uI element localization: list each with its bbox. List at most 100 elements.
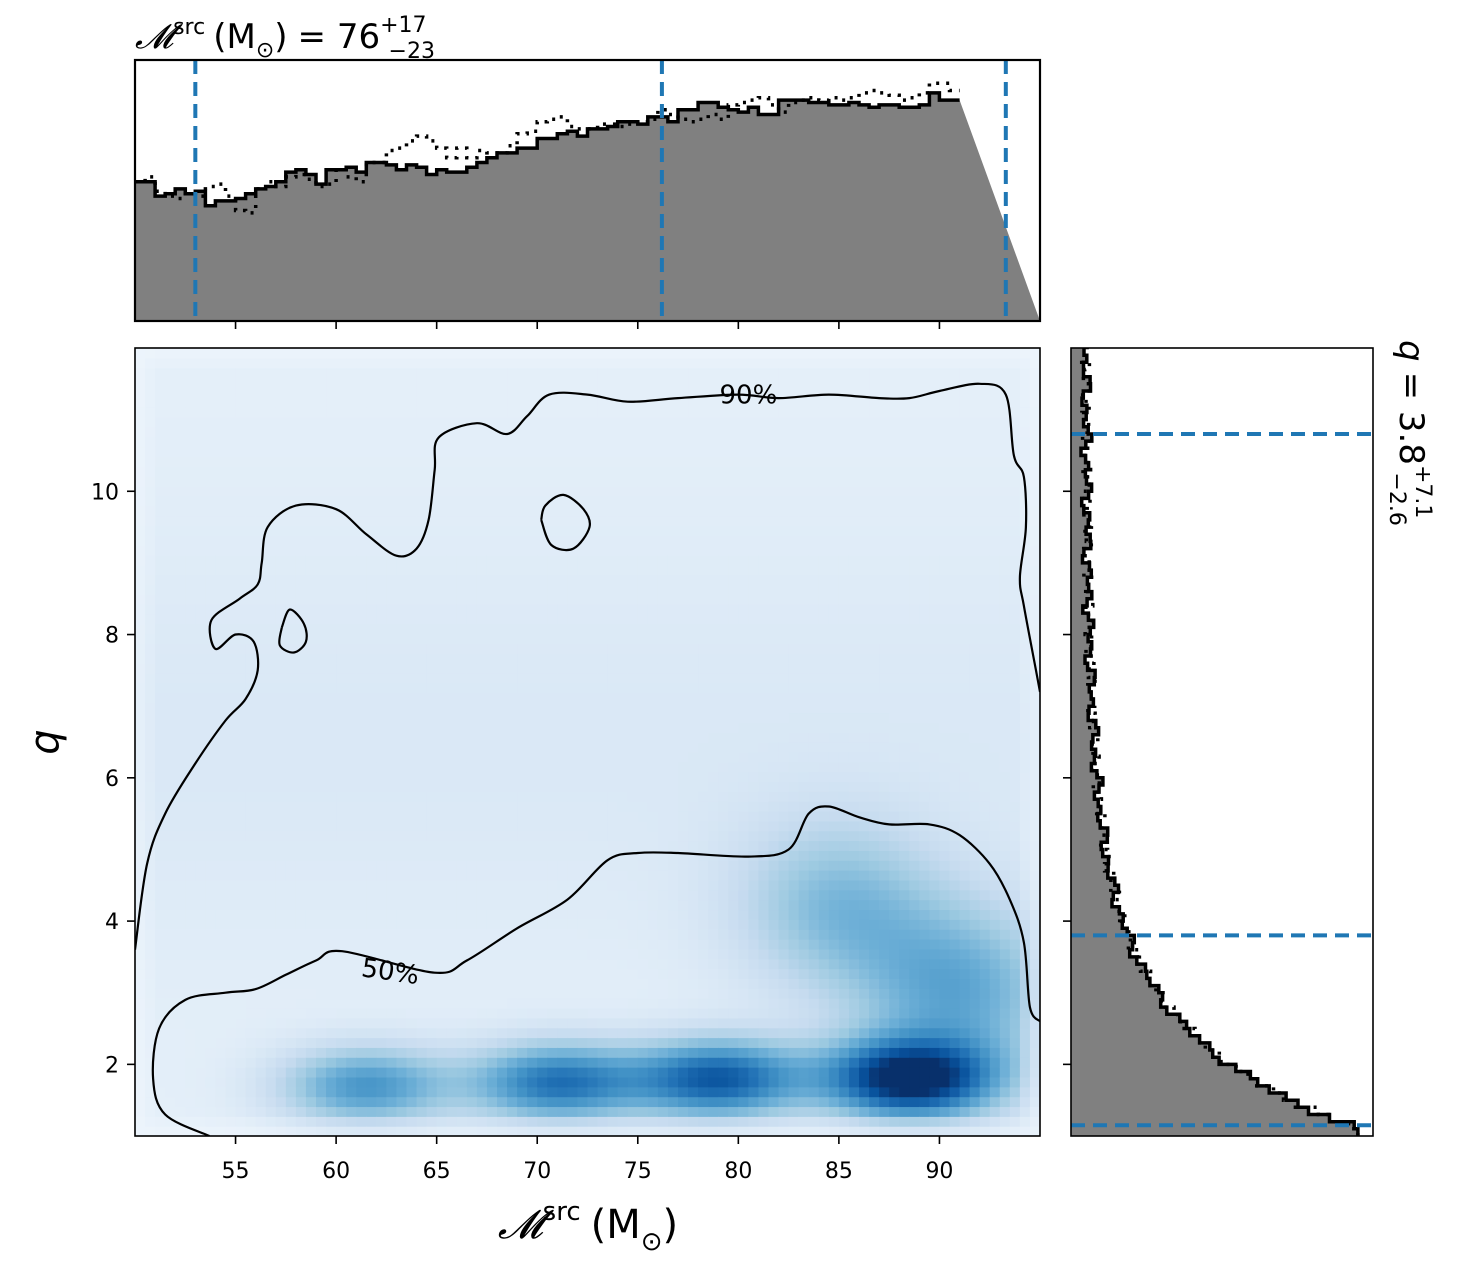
heatmap-cell <box>235 564 247 576</box>
heatmap-cell <box>426 978 438 989</box>
heatmap-cell <box>316 958 327 970</box>
heatmap-cell <box>426 377 438 388</box>
heatmap-cell <box>155 801 166 812</box>
heatmap-cell <box>285 879 297 891</box>
heatmap-cell <box>587 1106 599 1117</box>
heatmap-cell <box>305 574 317 585</box>
heatmap-cell <box>145 1116 156 1127</box>
heatmap-cell <box>708 692 719 704</box>
heatmap-cell <box>607 594 619 605</box>
heatmap-cell <box>617 840 629 851</box>
heatmap-cell <box>657 613 669 625</box>
heatmap-cell <box>637 525 649 536</box>
heatmap-cell <box>527 732 538 743</box>
heatmap-cell <box>738 751 749 763</box>
heatmap-cell <box>175 584 186 595</box>
heatmap-cell <box>708 476 719 487</box>
heatmap-cell <box>577 1037 589 1048</box>
heatmap-cell <box>326 643 337 654</box>
heatmap-cell <box>748 613 760 625</box>
heatmap-cell <box>466 840 478 851</box>
heatmap-cell <box>386 594 398 605</box>
heatmap-cell <box>436 1007 448 1019</box>
heatmap-cell <box>185 1017 196 1029</box>
heatmap-cell <box>235 633 247 645</box>
heatmap-cell <box>507 407 518 418</box>
heatmap-cell <box>416 712 428 723</box>
heatmap-cell <box>688 594 699 605</box>
heatmap-cell <box>617 1116 629 1127</box>
heatmap-cell <box>527 742 538 753</box>
heatmap-cell <box>718 377 729 388</box>
heatmap-cell <box>497 1067 508 1078</box>
heatmap-cell <box>708 1037 719 1048</box>
heatmap-cell <box>245 899 257 911</box>
heatmap-cell <box>587 1037 599 1048</box>
heatmap-cell <box>627 643 639 654</box>
heatmap-cell <box>235 377 247 388</box>
heatmap-cell <box>376 732 387 743</box>
heatmap-cell <box>195 525 206 536</box>
heatmap-cell <box>175 1086 186 1098</box>
heatmap-cell <box>587 1126 599 1136</box>
heatmap-cell <box>285 742 297 753</box>
heatmap-cell <box>305 604 317 615</box>
heatmap-cell <box>456 1086 468 1098</box>
heatmap-cell <box>597 476 609 487</box>
heatmap-cell <box>165 426 176 438</box>
heatmap-cell <box>476 840 488 851</box>
heatmap-cell <box>346 791 357 802</box>
heatmap-cell <box>647 604 659 615</box>
heatmap-cell <box>336 446 347 457</box>
heatmap-cell <box>456 348 468 359</box>
heatmap-cell <box>185 879 196 891</box>
heatmap-cell <box>255 485 267 497</box>
heatmap-cell <box>738 1106 749 1117</box>
heatmap-cell <box>235 702 247 714</box>
heatmap-cell <box>738 525 749 536</box>
heatmap-cell <box>416 791 428 802</box>
heatmap-cell <box>205 939 217 950</box>
heatmap-cell <box>728 387 739 398</box>
heatmap-cell <box>426 850 438 861</box>
heatmap-cell <box>195 761 206 773</box>
heatmap-cell <box>698 840 709 851</box>
heatmap-cell <box>547 1126 558 1136</box>
heatmap-cell <box>326 742 337 753</box>
heatmap-cell <box>275 909 287 920</box>
heatmap-cell <box>195 929 206 940</box>
heatmap-cell <box>416 909 428 920</box>
heatmap-cell <box>285 1017 297 1029</box>
heatmap-cell <box>406 909 418 920</box>
heatmap-cell <box>336 682 347 694</box>
heatmap-cell <box>667 929 679 940</box>
heatmap-cell <box>225 1067 237 1078</box>
heatmap-cell <box>255 584 267 595</box>
heatmap-cell <box>145 574 156 585</box>
heatmap-cell <box>758 771 770 782</box>
heatmap-cell <box>366 751 377 763</box>
heatmap-cell <box>135 1017 146 1029</box>
heatmap-cell <box>356 357 367 369</box>
heatmap-cell <box>175 407 186 418</box>
heatmap-cell <box>305 1116 317 1127</box>
heatmap-cell <box>517 929 528 940</box>
heatmap-cell <box>235 732 247 743</box>
heatmap-cell <box>617 860 629 871</box>
heatmap-cell <box>225 968 237 979</box>
heatmap-cell <box>396 476 408 487</box>
heatmap-cell <box>667 1096 679 1108</box>
heatmap-cell <box>225 988 237 999</box>
heatmap-cell <box>155 958 166 970</box>
heatmap-cell <box>607 751 619 763</box>
heatmap-cell <box>738 1027 749 1039</box>
heatmap-cell <box>336 909 347 920</box>
heatmap-cell <box>165 879 176 891</box>
heatmap-cell <box>497 1096 508 1108</box>
heatmap-cell <box>456 623 468 635</box>
heatmap-cell <box>537 1047 548 1058</box>
heatmap-cell <box>175 722 186 733</box>
heatmap-cell <box>245 485 257 497</box>
heatmap-cell <box>607 633 619 645</box>
heatmap-cell <box>657 1037 669 1048</box>
